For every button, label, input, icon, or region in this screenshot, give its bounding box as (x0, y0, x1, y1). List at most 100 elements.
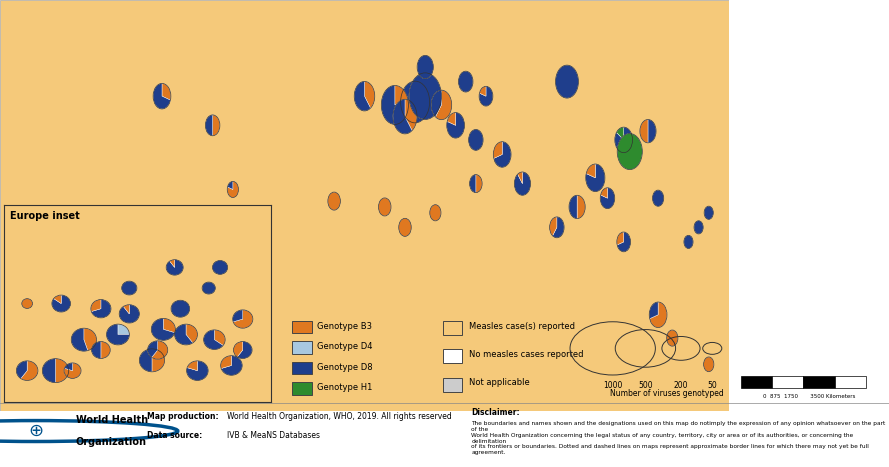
Wedge shape (152, 341, 168, 359)
Wedge shape (205, 115, 212, 136)
Bar (741, 376, 772, 388)
Wedge shape (101, 341, 110, 359)
Wedge shape (187, 361, 208, 381)
Text: ⊕: ⊕ (28, 422, 44, 440)
Wedge shape (233, 310, 243, 322)
Wedge shape (648, 120, 656, 143)
Wedge shape (431, 90, 442, 117)
Wedge shape (119, 304, 140, 323)
Wedge shape (479, 86, 486, 96)
Text: 500: 500 (638, 381, 653, 390)
Bar (444, 321, 462, 335)
Text: Genotype H1: Genotype H1 (317, 383, 372, 392)
Text: Europe inset: Europe inset (10, 211, 80, 220)
Text: Not applicable: Not applicable (469, 378, 530, 388)
Wedge shape (71, 328, 88, 351)
Wedge shape (398, 218, 412, 236)
Wedge shape (381, 85, 408, 124)
Wedge shape (64, 363, 81, 378)
Wedge shape (615, 127, 633, 153)
Wedge shape (493, 142, 502, 158)
Bar (772, 376, 804, 388)
Text: World Health Organization, WHO, 2019. All rights reserved: World Health Organization, WHO, 2019. Al… (227, 411, 452, 420)
Wedge shape (228, 181, 238, 198)
Wedge shape (151, 318, 175, 340)
Wedge shape (237, 341, 252, 359)
Text: World Health: World Health (76, 415, 148, 425)
Wedge shape (553, 217, 565, 238)
Wedge shape (234, 341, 243, 357)
Wedge shape (640, 120, 648, 143)
Wedge shape (364, 81, 375, 108)
Bar (292, 321, 312, 333)
Wedge shape (162, 84, 171, 100)
Bar (804, 376, 835, 388)
Wedge shape (415, 81, 429, 102)
Wedge shape (328, 192, 340, 210)
Wedge shape (616, 127, 624, 140)
Wedge shape (171, 300, 189, 317)
Text: Genotype D4: Genotype D4 (317, 342, 372, 351)
Wedge shape (703, 357, 714, 372)
Wedge shape (92, 341, 101, 359)
Wedge shape (84, 328, 97, 351)
Bar (835, 376, 866, 388)
Wedge shape (447, 113, 455, 125)
Text: Number of viruses genotyped: Number of viruses genotyped (610, 389, 724, 398)
Wedge shape (600, 188, 614, 209)
Wedge shape (124, 304, 129, 314)
Text: 1000: 1000 (603, 381, 622, 390)
Wedge shape (354, 81, 371, 111)
Wedge shape (52, 295, 70, 312)
Wedge shape (417, 56, 433, 79)
Wedge shape (228, 181, 233, 190)
Wedge shape (214, 330, 225, 346)
Wedge shape (217, 336, 228, 352)
Wedge shape (586, 164, 605, 191)
Wedge shape (204, 330, 223, 349)
Bar (444, 378, 462, 392)
Wedge shape (246, 261, 260, 282)
Wedge shape (220, 356, 231, 368)
Wedge shape (479, 86, 493, 106)
Wedge shape (16, 361, 28, 379)
Text: Genotype B3: Genotype B3 (317, 322, 372, 331)
Wedge shape (493, 142, 511, 167)
Wedge shape (107, 324, 130, 345)
Wedge shape (476, 175, 482, 193)
Wedge shape (153, 84, 171, 109)
Wedge shape (122, 281, 137, 295)
Wedge shape (202, 282, 215, 294)
Wedge shape (395, 85, 408, 105)
Text: No measles cases reported: No measles cases reported (469, 350, 583, 359)
Bar (444, 349, 462, 363)
Text: Measles case(s) reported: Measles case(s) reported (469, 322, 575, 331)
Text: 200: 200 (674, 381, 688, 390)
Wedge shape (667, 330, 678, 346)
Wedge shape (704, 206, 713, 219)
Wedge shape (221, 356, 242, 375)
Wedge shape (53, 295, 61, 304)
Wedge shape (436, 90, 452, 120)
Wedge shape (653, 190, 664, 206)
Wedge shape (577, 195, 585, 219)
Wedge shape (21, 299, 33, 308)
Wedge shape (617, 134, 643, 170)
Wedge shape (459, 71, 473, 92)
Wedge shape (601, 188, 607, 198)
Wedge shape (429, 205, 441, 221)
Wedge shape (405, 99, 417, 131)
Bar (292, 341, 312, 354)
Wedge shape (650, 302, 667, 327)
Wedge shape (379, 198, 391, 216)
Text: Data source:: Data source: (147, 431, 202, 440)
Wedge shape (409, 73, 442, 120)
Text: 50: 50 (708, 381, 717, 390)
Text: 0  875  1750       3500 Kilometers: 0 875 1750 3500 Kilometers (763, 394, 855, 399)
Wedge shape (233, 310, 252, 328)
Wedge shape (91, 299, 101, 311)
Text: Map production:: Map production: (147, 411, 219, 420)
Wedge shape (174, 324, 193, 345)
Wedge shape (148, 341, 157, 357)
Wedge shape (164, 318, 175, 333)
